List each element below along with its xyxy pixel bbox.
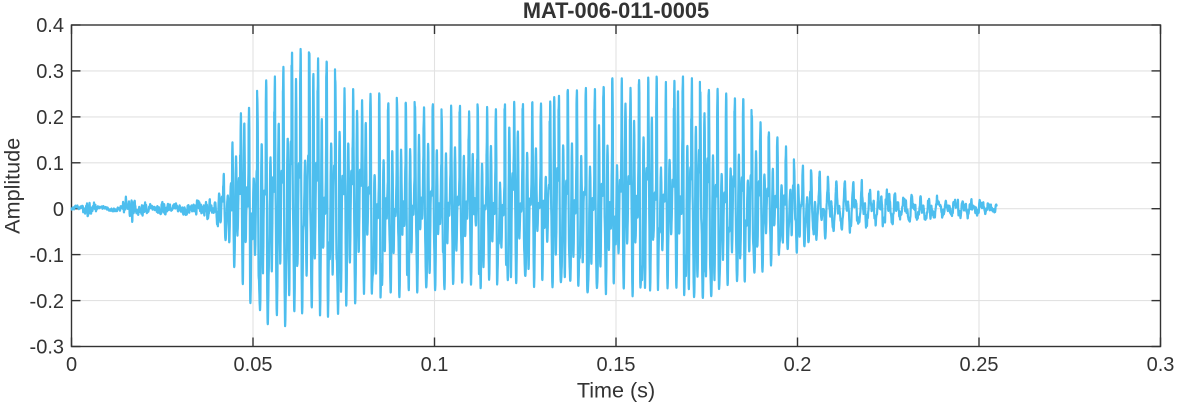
svg-text:0.1: 0.1 [421, 354, 449, 376]
svg-text:-0.1: -0.1 [30, 245, 64, 267]
svg-text:Time (s): Time (s) [577, 377, 655, 402]
svg-text:0: 0 [53, 199, 64, 221]
svg-text:0.4: 0.4 [36, 15, 64, 37]
svg-text:-0.3: -0.3 [30, 337, 64, 359]
svg-text:0.3: 0.3 [1147, 354, 1175, 376]
svg-text:-0.2: -0.2 [30, 291, 64, 313]
svg-text:Amplitude: Amplitude [0, 138, 25, 234]
svg-text:0.1: 0.1 [36, 153, 64, 175]
svg-text:0.05: 0.05 [234, 354, 273, 376]
svg-text:0.25: 0.25 [960, 354, 999, 376]
svg-text:0.15: 0.15 [597, 354, 636, 376]
svg-text:0.3: 0.3 [36, 61, 64, 83]
svg-text:MAT-006-011-0005: MAT-006-011-0005 [523, 0, 709, 23]
svg-text:0.2: 0.2 [36, 107, 64, 129]
svg-text:0: 0 [66, 354, 77, 376]
svg-text:0.2: 0.2 [784, 354, 812, 376]
